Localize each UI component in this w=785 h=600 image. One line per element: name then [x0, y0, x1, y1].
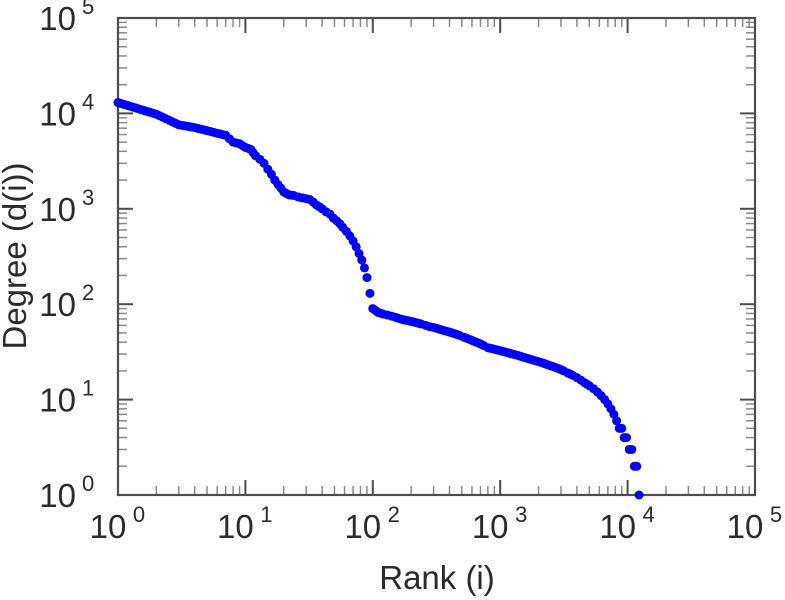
svg-text:0: 0: [133, 502, 145, 527]
svg-text:10: 10: [727, 508, 764, 545]
x-axis-label: Rank (i): [379, 559, 495, 596]
data-point: [617, 423, 627, 433]
y-tick-label: 10 3: [39, 185, 94, 228]
y-tick-label: 10 4: [39, 89, 94, 132]
x-tick-label: 10 0: [90, 502, 145, 545]
svg-text:10: 10: [39, 0, 76, 37]
svg-text:10: 10: [472, 508, 509, 545]
data-point: [351, 242, 361, 252]
svg-text:3: 3: [82, 185, 94, 210]
data-point: [632, 461, 642, 471]
svg-text:4: 4: [82, 89, 94, 114]
svg-text:4: 4: [642, 502, 654, 527]
x-tick-labels-group: 10 0 10 1 10 2 10 3 10 4 10 5: [90, 502, 782, 545]
data-point: [612, 416, 622, 426]
svg-text:2: 2: [82, 280, 94, 305]
svg-text:10: 10: [344, 508, 381, 545]
svg-text:1: 1: [260, 502, 272, 527]
data-point: [359, 263, 369, 273]
data-point: [634, 490, 644, 500]
svg-text:5: 5: [770, 502, 782, 527]
major-ticks-group: [117, 17, 756, 496]
y-tick-label: 10 1: [39, 376, 94, 419]
data-point: [621, 433, 631, 443]
data-markers-group: [113, 98, 644, 500]
svg-text:0: 0: [82, 471, 94, 496]
minor-ticks-group: [118, 18, 755, 495]
svg-text:10: 10: [90, 508, 127, 545]
y-tick-label: 10 0: [39, 471, 94, 514]
data-point: [365, 288, 375, 298]
data-point: [357, 255, 367, 265]
plot-frame: [116, 16, 757, 497]
svg-text:10: 10: [39, 95, 76, 132]
svg-text:10: 10: [217, 508, 254, 545]
y-tick-label: 10 5: [39, 0, 94, 37]
data-point: [627, 444, 637, 454]
y-axis-label: Degree (d(i)): [0, 162, 33, 349]
svg-text:10: 10: [599, 508, 636, 545]
x-tick-label: 10 5: [727, 502, 782, 545]
x-tick-label: 10 3: [472, 502, 527, 545]
x-tick-label: 10 2: [344, 502, 399, 545]
svg-text:3: 3: [515, 502, 527, 527]
x-tick-label: 10 1: [217, 502, 272, 545]
svg-text:10: 10: [39, 382, 76, 419]
svg-text:1: 1: [82, 376, 94, 401]
svg-text:10: 10: [39, 191, 76, 228]
svg-text:2: 2: [388, 502, 400, 527]
svg-text:10: 10: [39, 477, 76, 514]
data-point: [362, 273, 372, 283]
y-tick-label: 10 2: [39, 280, 94, 323]
svg-text:10: 10: [39, 286, 76, 323]
x-tick-label: 10 4: [599, 502, 654, 545]
svg-text:5: 5: [82, 0, 94, 19]
